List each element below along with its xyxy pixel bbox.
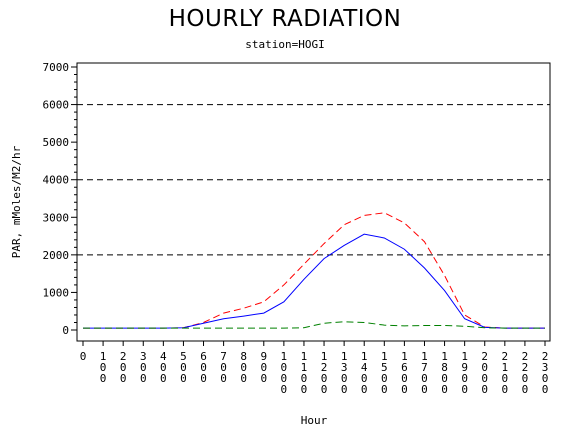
chart-title: HOURLY RADIATION	[168, 6, 402, 32]
y-tick-label: 4000	[43, 174, 70, 187]
y-tick-label: 5000	[43, 136, 70, 149]
y-axis-title: PAR, mMoles/M2/hr	[10, 145, 23, 258]
x-tick-label: 0	[80, 350, 87, 363]
x-axis-title: Hour	[301, 414, 328, 427]
y-tick-label: 2000	[43, 249, 70, 262]
series-line-3	[83, 321, 545, 329]
chart-subtitle: station=HOGI	[245, 38, 325, 51]
y-tick-label: 1000	[43, 286, 70, 299]
series-line-1	[83, 212, 545, 329]
y-tick-label: 3000	[43, 211, 70, 224]
y-tick-label: 6000	[43, 99, 70, 112]
series-line-2	[83, 233, 545, 329]
y-tick-label: 7000	[43, 61, 70, 74]
y-tick-label: 0	[62, 324, 69, 337]
